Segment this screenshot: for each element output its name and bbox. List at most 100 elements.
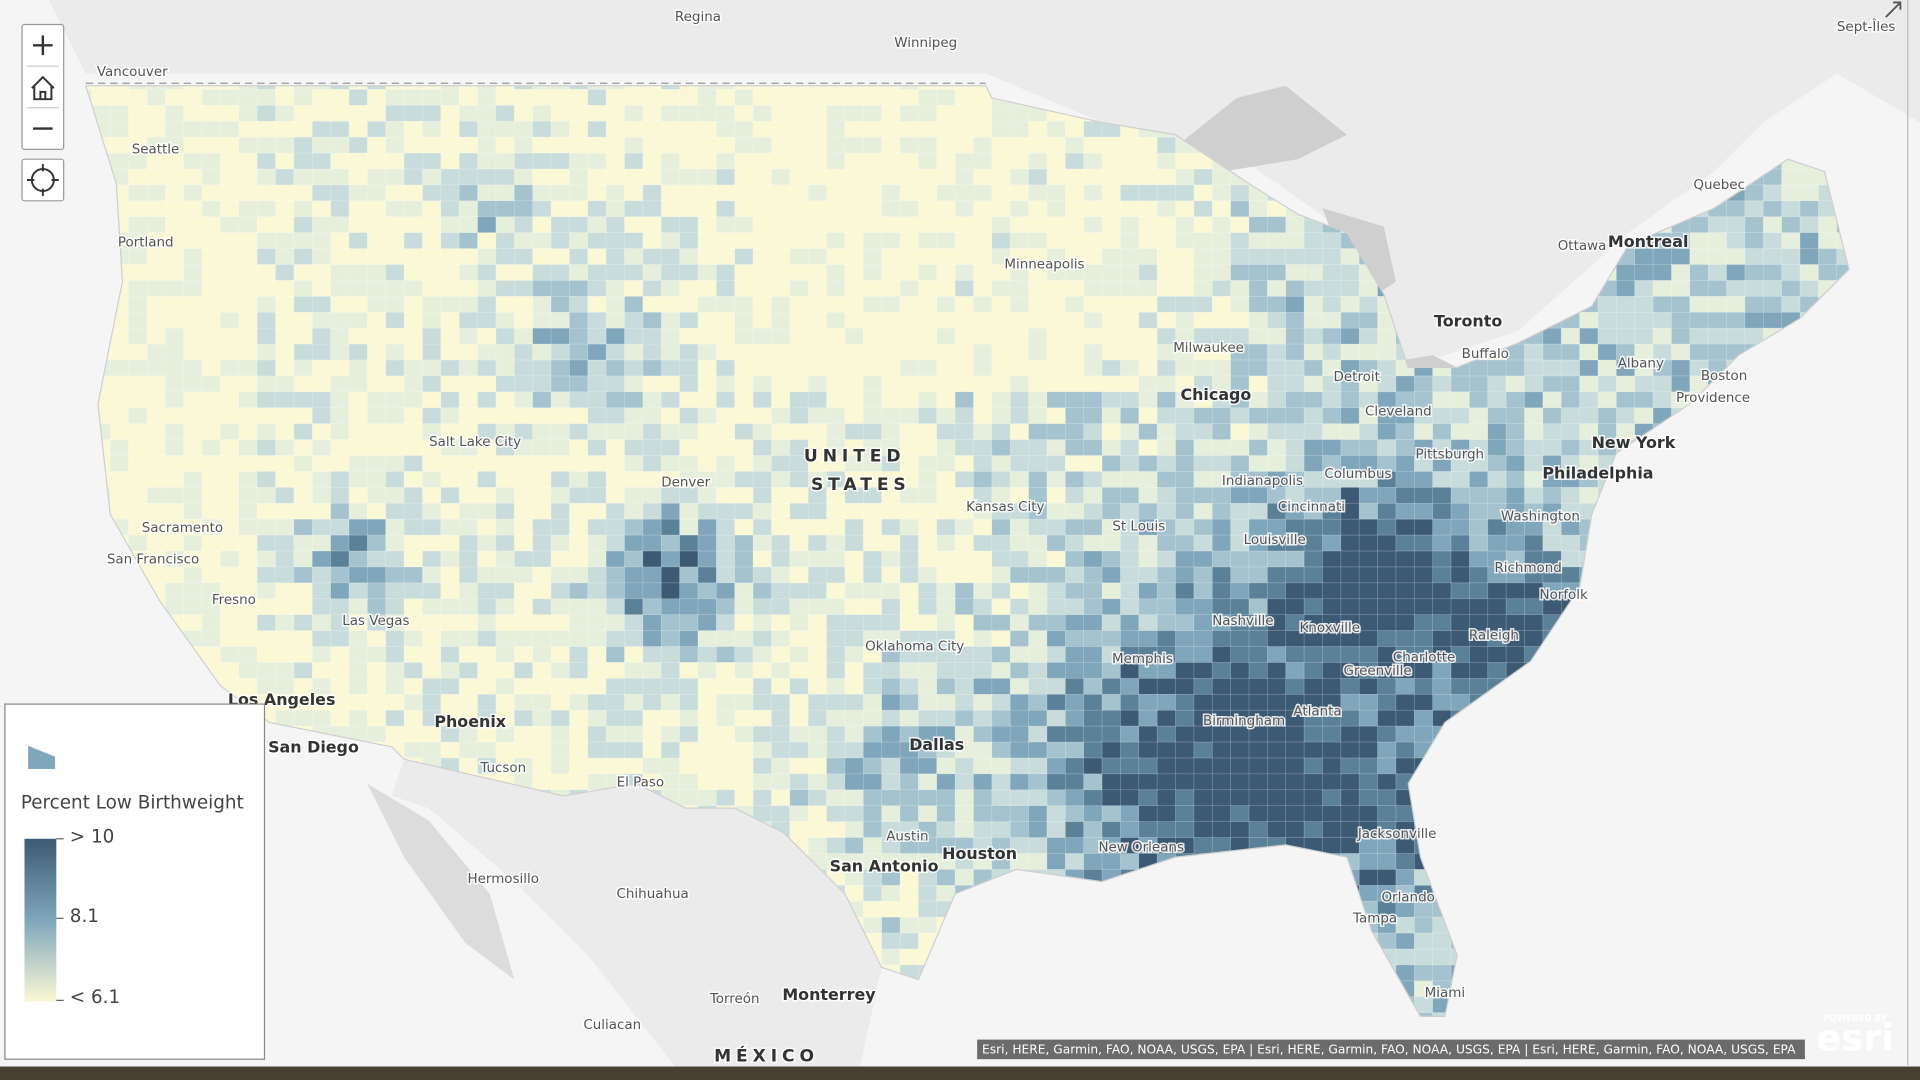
county-fill [862, 598, 883, 616]
county-fill [991, 216, 1012, 234]
county-fill [844, 773, 865, 791]
county-fill [495, 582, 516, 600]
county-fill [1652, 311, 1673, 330]
county-fill [1156, 582, 1177, 600]
county-fill [311, 232, 332, 250]
county-fill [752, 487, 773, 505]
county-fill [1193, 582, 1214, 600]
county-fill [440, 311, 461, 330]
county-fill [1138, 439, 1159, 457]
county-fill [532, 566, 552, 584]
county-fill [1432, 423, 1452, 441]
county-fill [771, 89, 791, 107]
county-fill [403, 407, 424, 425]
county-fill [1009, 693, 1030, 712]
county-fill [1175, 296, 1195, 314]
county-fill [256, 311, 277, 330]
county-fill [1120, 216, 1140, 234]
county-fill [918, 152, 938, 170]
county-fill [881, 423, 901, 441]
county-fill [477, 343, 497, 361]
county-fill [1138, 550, 1159, 568]
county-fill [146, 89, 167, 107]
county-fill [697, 359, 718, 377]
county-fill [1395, 534, 1416, 552]
county-fill [238, 120, 259, 139]
county-fill [1211, 216, 1232, 234]
county-fill [660, 152, 681, 170]
county-fill [624, 311, 644, 330]
county-fill [716, 327, 736, 345]
county-fill [293, 471, 314, 489]
county-fill [1505, 455, 1526, 473]
county-fill [165, 343, 185, 361]
county-fill [1413, 614, 1434, 632]
county-fill [1340, 693, 1361, 712]
county-fill [862, 709, 883, 728]
county-fill [458, 407, 479, 425]
county-fill [495, 296, 516, 314]
county-fill [587, 105, 608, 123]
county-fill [587, 89, 608, 107]
county-fill [275, 471, 295, 489]
county-fill [1358, 502, 1379, 521]
county-fill [1432, 375, 1452, 393]
county-fill [183, 534, 203, 552]
county-fill [1193, 248, 1214, 266]
county-fill [844, 789, 865, 807]
county-fill [973, 343, 993, 361]
county-fill [1138, 789, 1159, 807]
county-fill [1689, 280, 1710, 298]
county-fill [220, 343, 240, 361]
county-fill [1524, 455, 1544, 473]
county-fill [1046, 773, 1067, 791]
county-fill [495, 550, 516, 568]
county-fill [532, 455, 552, 473]
county-fill [1175, 168, 1195, 186]
county-fill [183, 120, 203, 139]
county-fill [734, 359, 754, 377]
county-fill [1744, 311, 1765, 330]
county-fill [1597, 327, 1618, 345]
county-fill [458, 693, 479, 712]
county-fill [1046, 709, 1067, 728]
county-fill [293, 264, 314, 282]
county-fill [330, 391, 350, 409]
county-fill [624, 248, 644, 266]
county-fill [660, 582, 681, 600]
county-fill [807, 598, 828, 616]
county-fill [220, 89, 240, 107]
county-fill [826, 248, 846, 266]
county-fill [165, 375, 185, 393]
county-fill [1322, 550, 1342, 568]
county-fill [1065, 805, 1085, 823]
county-fill [403, 248, 424, 266]
county-fill [1248, 375, 1269, 393]
county-fill [238, 375, 259, 393]
county-fill [550, 502, 571, 521]
county-fill [1762, 248, 1783, 266]
county-fill [1377, 741, 1397, 759]
county-fill [256, 598, 277, 616]
county-fill [1193, 757, 1214, 775]
county-fill [1028, 280, 1048, 298]
county-fill [1138, 630, 1159, 648]
county-fill [385, 120, 405, 139]
county-fill [146, 184, 167, 202]
county-fill [679, 296, 699, 314]
county-fill [422, 375, 442, 393]
county-fill [660, 136, 681, 154]
county-fill [660, 614, 681, 632]
county-fill [1689, 216, 1710, 234]
county-fill [1377, 375, 1397, 393]
county-fill [734, 741, 754, 759]
county-fill [330, 709, 350, 728]
county-fill [1267, 821, 1287, 839]
county-fill [1175, 582, 1195, 600]
county-fill [844, 662, 865, 680]
county-fill [1395, 869, 1416, 887]
county-fill [862, 693, 883, 712]
county-fill [1322, 248, 1342, 266]
county-fill [1818, 248, 1838, 266]
